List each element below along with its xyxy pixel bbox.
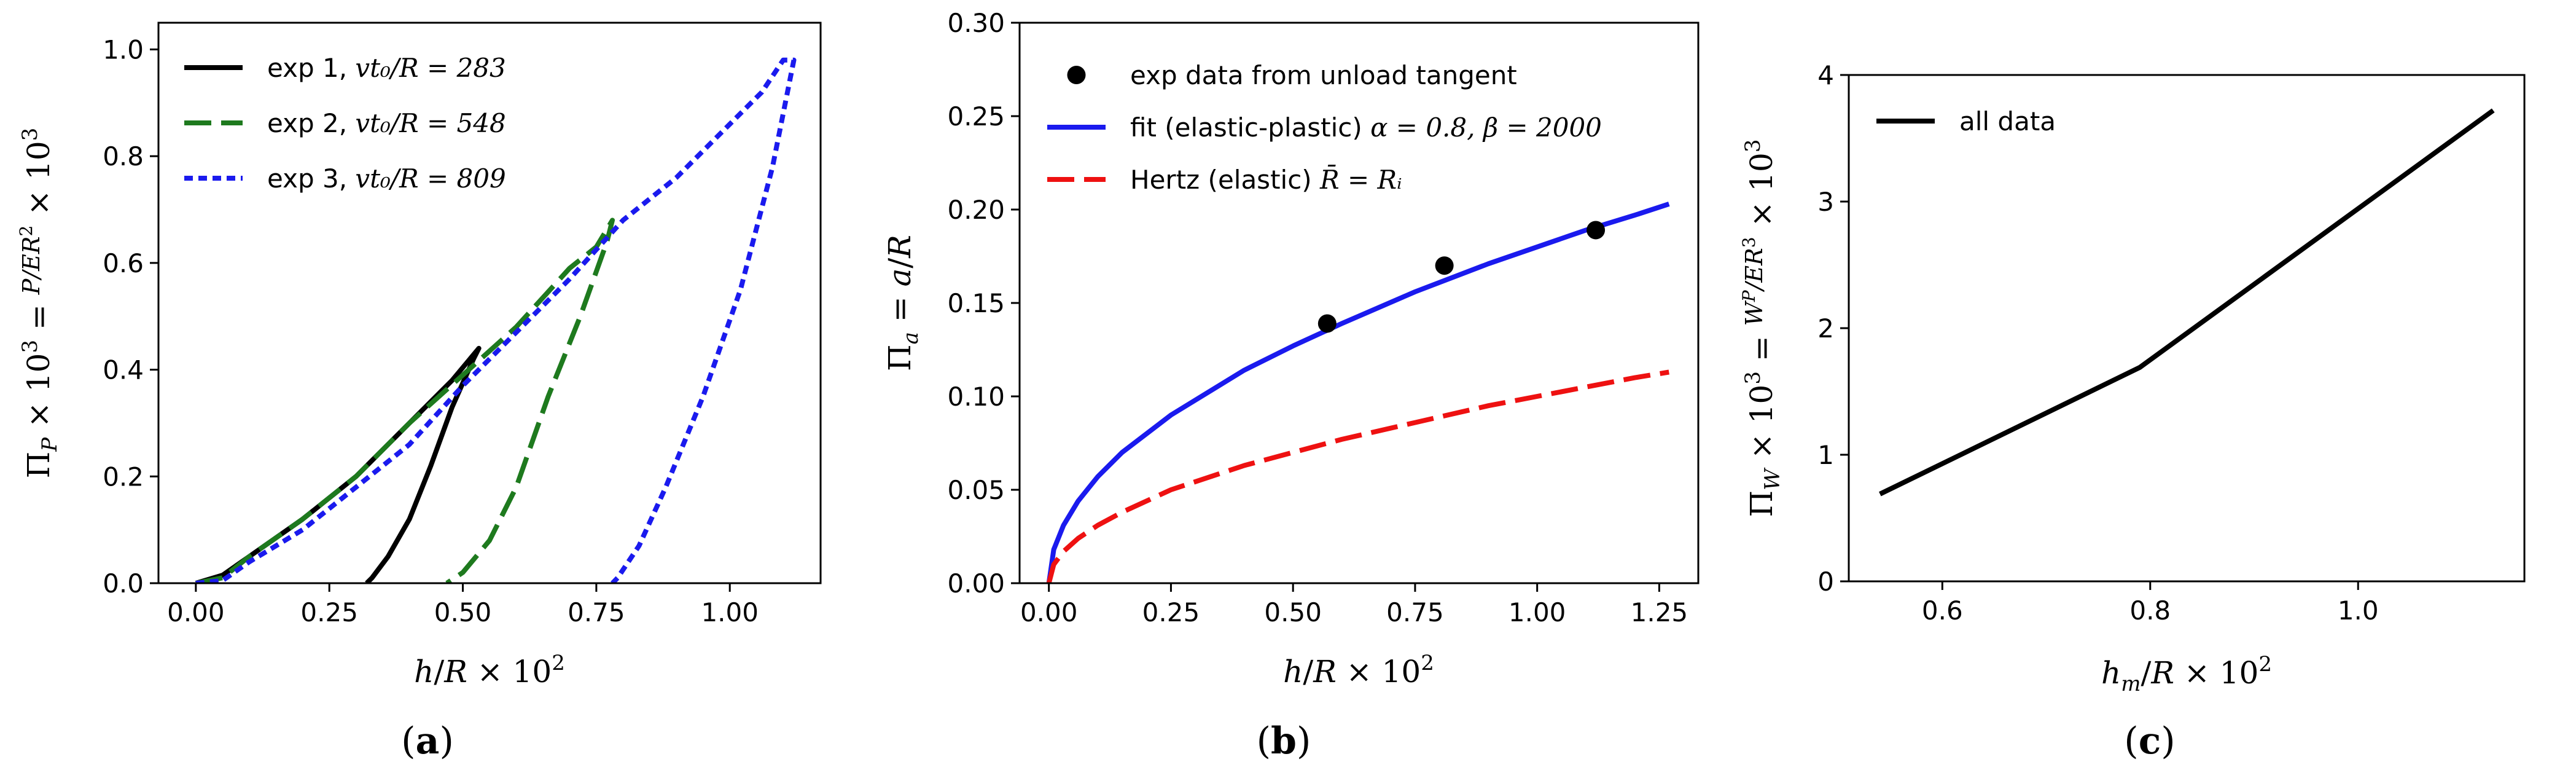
y-tick-label: 0.8 [103, 141, 144, 171]
panel-c-frame [1848, 74, 2526, 583]
x-tick-label: 0.75 [568, 597, 625, 627]
y-tick-label: 0.2 [103, 462, 144, 492]
y-tick-label: 0.30 [947, 8, 1005, 38]
panel-c-label: (c) [2124, 720, 2175, 763]
panel-a-xlabel: h/R × 102 [414, 651, 565, 690]
y-tick-label: 0.15 [947, 288, 1005, 318]
x-tick-label: 0.25 [1142, 597, 1200, 627]
legend-label: exp 1, vt₀/R = 283 [267, 53, 506, 83]
x-tick-label: 0.75 [1386, 597, 1444, 627]
x-tick-label: 1.0 [2338, 595, 2379, 626]
x-tick-label: 0.50 [434, 597, 492, 627]
legend-label: Hertz (elastic) R̄ = Rᵢ [1130, 163, 1402, 195]
y-tick-label: 0.0 [103, 568, 144, 599]
x-tick-label: 0.25 [300, 597, 358, 627]
series-line-2 [1046, 369, 1669, 583]
y-tick-label: 0.20 [947, 195, 1005, 225]
panel-c-xlabel: hm/R × 102 [2101, 652, 2272, 696]
panel-b-label: (b) [1257, 720, 1311, 763]
y-tick-label: 0 [1817, 567, 1834, 597]
panel-b-ylabel: Πa = a/R [882, 235, 923, 371]
panel-a-plot-area [195, 57, 797, 583]
x-tick-label: 1.00 [701, 597, 759, 627]
panel-c-plot-area [1879, 108, 2495, 497]
x-tick-label: 1.25 [1631, 597, 1688, 627]
x-tick-label: 1.00 [1509, 597, 1566, 627]
panel-b-xlabel: h/R × 102 [1283, 651, 1434, 690]
panel-c-legend: all data [1876, 106, 2056, 136]
panel-a-label: (a) [401, 720, 454, 763]
y-tick-label: 0.05 [947, 475, 1005, 505]
scatter-point [1587, 221, 1606, 240]
x-tick-label: 0.8 [2129, 595, 2171, 626]
panel-a-ylabel: ΠP × 103 = P/ER2 × 103 [16, 128, 62, 479]
panel-b-frame [1018, 22, 1700, 584]
panel-a-ticks: 0.00 0.25 0.50 0.75 1.00 0.0 0.2 0.4 0.6 0.8 1.0 [103, 34, 759, 627]
panel-a-legend: exp 1, vt₀/R = 283 exp 2, vt₀/R = 548 exp … [184, 53, 506, 194]
y-tick-label: 3 [1817, 187, 1834, 217]
y-tick-label: 0.00 [947, 568, 1005, 599]
series-line-3 [195, 57, 797, 583]
panel-c: 0.6 0.8 1.0 0 1 2 3 4 all data hm/R × 102 ΠW × … [1739, 60, 2526, 763]
panel-c-ticks: 0.6 0.8 1.0 0 1 2 3 4 [1817, 60, 2378, 626]
scatter-point [1317, 314, 1337, 333]
legend-label: fit (elastic-plastic) α = 0.8, β = 2000 [1130, 112, 1602, 143]
legend-label: exp data from unload tangent [1130, 60, 1517, 90]
y-tick-label: 0.25 [947, 101, 1005, 132]
x-tick-label: 0.50 [1264, 597, 1322, 627]
x-tick-label: 0.00 [167, 597, 225, 627]
y-tick-label: 0.4 [103, 355, 144, 385]
legend-label: all data [1959, 106, 2056, 136]
y-tick-label: 2 [1817, 313, 1834, 344]
panel-b: 0.00 0.25 0.50 0.75 1.00 1.25 0.00 0.05 0.10 0.15… [882, 8, 1700, 763]
y-tick-label: 4 [1817, 60, 1834, 90]
panel-a-frame [157, 22, 822, 584]
x-tick-label: 0.00 [1020, 597, 1078, 627]
panel-b-legend: exp data from unload tangent fit (elastic… [1047, 60, 1602, 195]
panel-b-ticks: 0.00 0.25 0.50 0.75 1.00 1.25 0.00 0.05 0.10 0.15… [947, 8, 1688, 627]
x-tick-label: 0.6 [1922, 595, 1963, 626]
scatter-point [1435, 256, 1454, 275]
panel-b-plot-area [1046, 202, 1670, 583]
legend-marker [1067, 66, 1086, 84]
panel-c-ylabel: ΠW × 103 = WP/ER3 × 103 [1739, 139, 1785, 517]
series-line-1 [1879, 108, 2495, 497]
legend-label: exp 3, vt₀/R = 809 [267, 163, 506, 194]
series-line-1 [1046, 202, 1670, 583]
y-tick-label: 1.0 [103, 34, 144, 65]
y-tick-label: 0.10 [947, 382, 1005, 412]
y-tick-label: 0.6 [103, 248, 144, 278]
panel-a: 0.00 0.25 0.50 0.75 1.00 0.0 0.2 0.4 0.6 0.8 1.0 e… [16, 22, 822, 763]
legend-label: exp 2, vt₀/R = 548 [267, 108, 506, 138]
y-tick-label: 1 [1817, 440, 1834, 470]
series-line-2 [195, 218, 615, 583]
series-line-1 [195, 345, 482, 583]
